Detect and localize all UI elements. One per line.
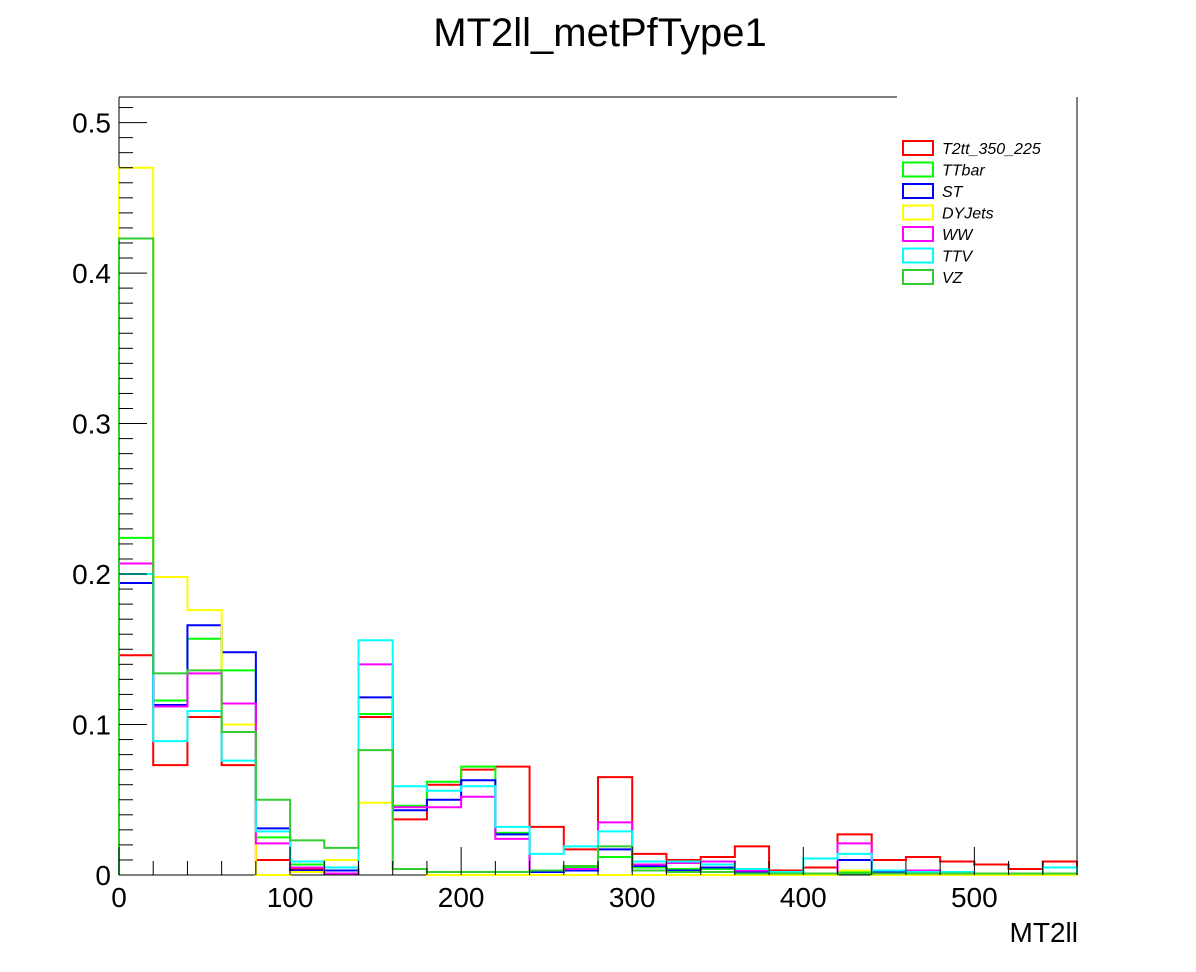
axes-layer: 0 0.1 0.2 0.3 0.4 0.5 0 100 200 300 400 500: [72, 107, 1078, 913]
legend-label-5: TTV: [942, 249, 974, 266]
legend-swatch-0: [902, 140, 934, 156]
legend-swatch-6: [902, 269, 934, 285]
y-tick-label: 0.4: [72, 258, 111, 289]
legend-label-1: TTbar: [942, 163, 985, 180]
y-tick-label: 0.3: [72, 409, 111, 440]
y-tick-label: 0: [95, 860, 111, 891]
x-tick-label: 300: [609, 882, 656, 913]
legend-swatch-2: [902, 183, 934, 199]
legend-swatch-3: [902, 204, 934, 221]
legend-swatch-1: [902, 161, 934, 178]
legend-label-6: VZ: [942, 270, 964, 287]
x-tick-label: 0: [111, 882, 127, 913]
legend-label-0: T2tt_350_225: [942, 141, 1041, 158]
series-line-0: [118, 654, 1078, 875]
x-tick-label: 100: [267, 882, 314, 913]
chart-title: MT2ll_metPfType1: [433, 11, 766, 55]
legend-label-3: DYJets: [942, 206, 994, 223]
legend: T2tt_350_225 TTbar ST DYJets WW TTV VZ: [902, 140, 1041, 287]
x-tick-label: 200: [438, 882, 485, 913]
legend-swatch-4: [902, 226, 934, 242]
legend-label-4: WW: [942, 227, 974, 244]
y-tick-label: 0.1: [72, 710, 111, 741]
legend-swatch-5: [902, 247, 934, 264]
x-tick-label: 500: [951, 882, 998, 913]
x-axis-label: MT2ll: [1010, 917, 1078, 948]
x-tick-label: 400: [780, 882, 827, 913]
y-tick-label: 0.2: [72, 559, 111, 590]
y-tick-label: 0.5: [72, 108, 111, 139]
legend-label-2: ST: [942, 184, 964, 201]
